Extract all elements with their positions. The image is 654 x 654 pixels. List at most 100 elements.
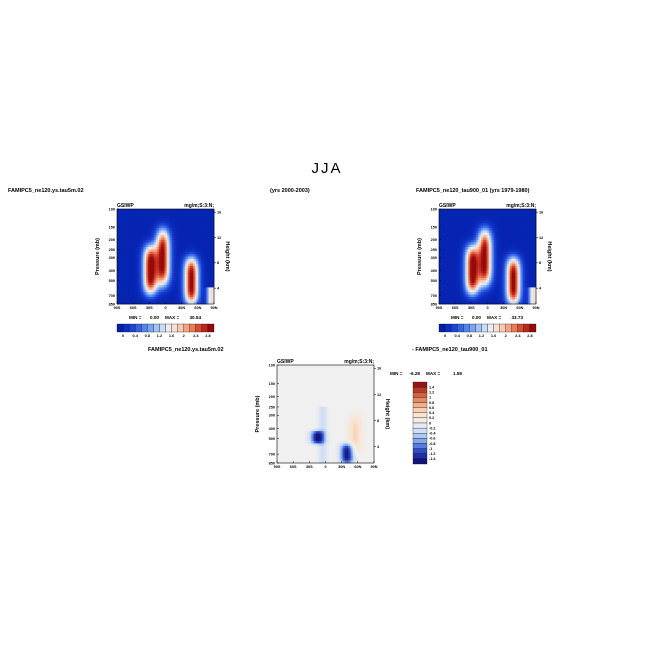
field-cell [443, 242, 446, 245]
field-cell [162, 285, 165, 288]
field-cell [492, 280, 495, 283]
field-cell [469, 251, 472, 255]
field-cell [474, 268, 477, 272]
field-cell [168, 301, 171, 305]
field-cell [500, 218, 503, 222]
field-cell [170, 292, 173, 295]
field-cell [508, 296, 511, 300]
field-cell [167, 287, 170, 291]
field-cell [146, 266, 149, 269]
field-cell [510, 218, 513, 222]
colorbar-cell [183, 323, 190, 333]
field-cell [534, 242, 537, 245]
field-cell [495, 282, 498, 286]
field-cell [128, 209, 131, 212]
field-cell [149, 292, 152, 295]
field-cell [510, 266, 513, 269]
field-cell [448, 242, 451, 245]
field-cell [192, 211, 195, 215]
field-cell [155, 277, 158, 281]
field-cell [152, 258, 155, 262]
field-cell [440, 225, 443, 229]
field-cell [173, 209, 176, 212]
field-cell [118, 239, 121, 243]
field-cell [485, 301, 488, 305]
field-cell [471, 225, 474, 229]
field-cell [168, 296, 171, 300]
field-cell [500, 216, 503, 219]
field-cell [442, 301, 445, 305]
field-cell [502, 244, 504, 248]
field-cell [129, 261, 132, 264]
field-cell [163, 232, 166, 236]
field-cell [199, 256, 202, 260]
field-cell [508, 209, 511, 212]
field-cell [442, 285, 445, 288]
field-cell [527, 225, 530, 229]
field-cell [505, 275, 508, 279]
field-cell [466, 225, 469, 229]
field-cell [209, 211, 212, 215]
field-cell [184, 277, 187, 281]
field-cell [128, 216, 131, 219]
field-cell [150, 213, 153, 217]
field-cell [196, 211, 199, 215]
field-cell [458, 209, 461, 212]
field-cell [531, 289, 534, 293]
field-cell [205, 216, 208, 219]
field-cell [171, 232, 174, 236]
field-cell [485, 230, 488, 234]
field-cell [192, 209, 195, 212]
field-cell [155, 287, 158, 291]
field-cell [155, 258, 158, 262]
field-cell [165, 211, 168, 215]
field-cell [157, 296, 160, 300]
colorbar-label: 2 [183, 334, 185, 338]
field-cell [139, 277, 142, 281]
field-cell [128, 213, 131, 217]
field-cell [508, 218, 511, 222]
field-cell [529, 251, 532, 255]
field-cell [469, 213, 472, 217]
field-cell [121, 230, 124, 234]
field-cell [471, 285, 474, 288]
field-cell [139, 261, 142, 264]
field-cell [443, 258, 446, 262]
field-cell [197, 256, 200, 260]
field-cell [526, 230, 529, 234]
field-cell [476, 275, 479, 279]
field-cell [121, 275, 124, 279]
field-cell [160, 213, 163, 217]
field-cell [448, 218, 451, 222]
field-cell [439, 216, 441, 219]
field-cell [524, 218, 527, 222]
field-cell [121, 247, 124, 250]
field-cell [466, 266, 469, 269]
field-cell [505, 209, 508, 212]
field-cell [493, 239, 496, 243]
field-cell [202, 263, 205, 267]
field-cell [126, 239, 129, 243]
field-cell [118, 266, 121, 269]
field-cell [150, 282, 153, 286]
field-cell [445, 301, 448, 305]
field-cell [461, 277, 464, 281]
field-cell [167, 256, 170, 260]
field-cell [476, 268, 479, 272]
field-cell [534, 294, 537, 298]
field-cell [154, 239, 157, 243]
field-cell [175, 244, 178, 248]
field-cell [453, 254, 456, 257]
field-cell [146, 287, 149, 291]
field-cell [455, 301, 458, 305]
field-cell [181, 254, 184, 257]
field-cell [117, 239, 119, 243]
field-cell [207, 235, 210, 238]
field-cell [188, 220, 191, 224]
field-cell [150, 242, 153, 245]
field-cell [199, 301, 202, 305]
field-cell [168, 239, 171, 243]
field-cell [168, 211, 171, 215]
field-cell [136, 292, 139, 295]
field-cell [456, 285, 459, 288]
